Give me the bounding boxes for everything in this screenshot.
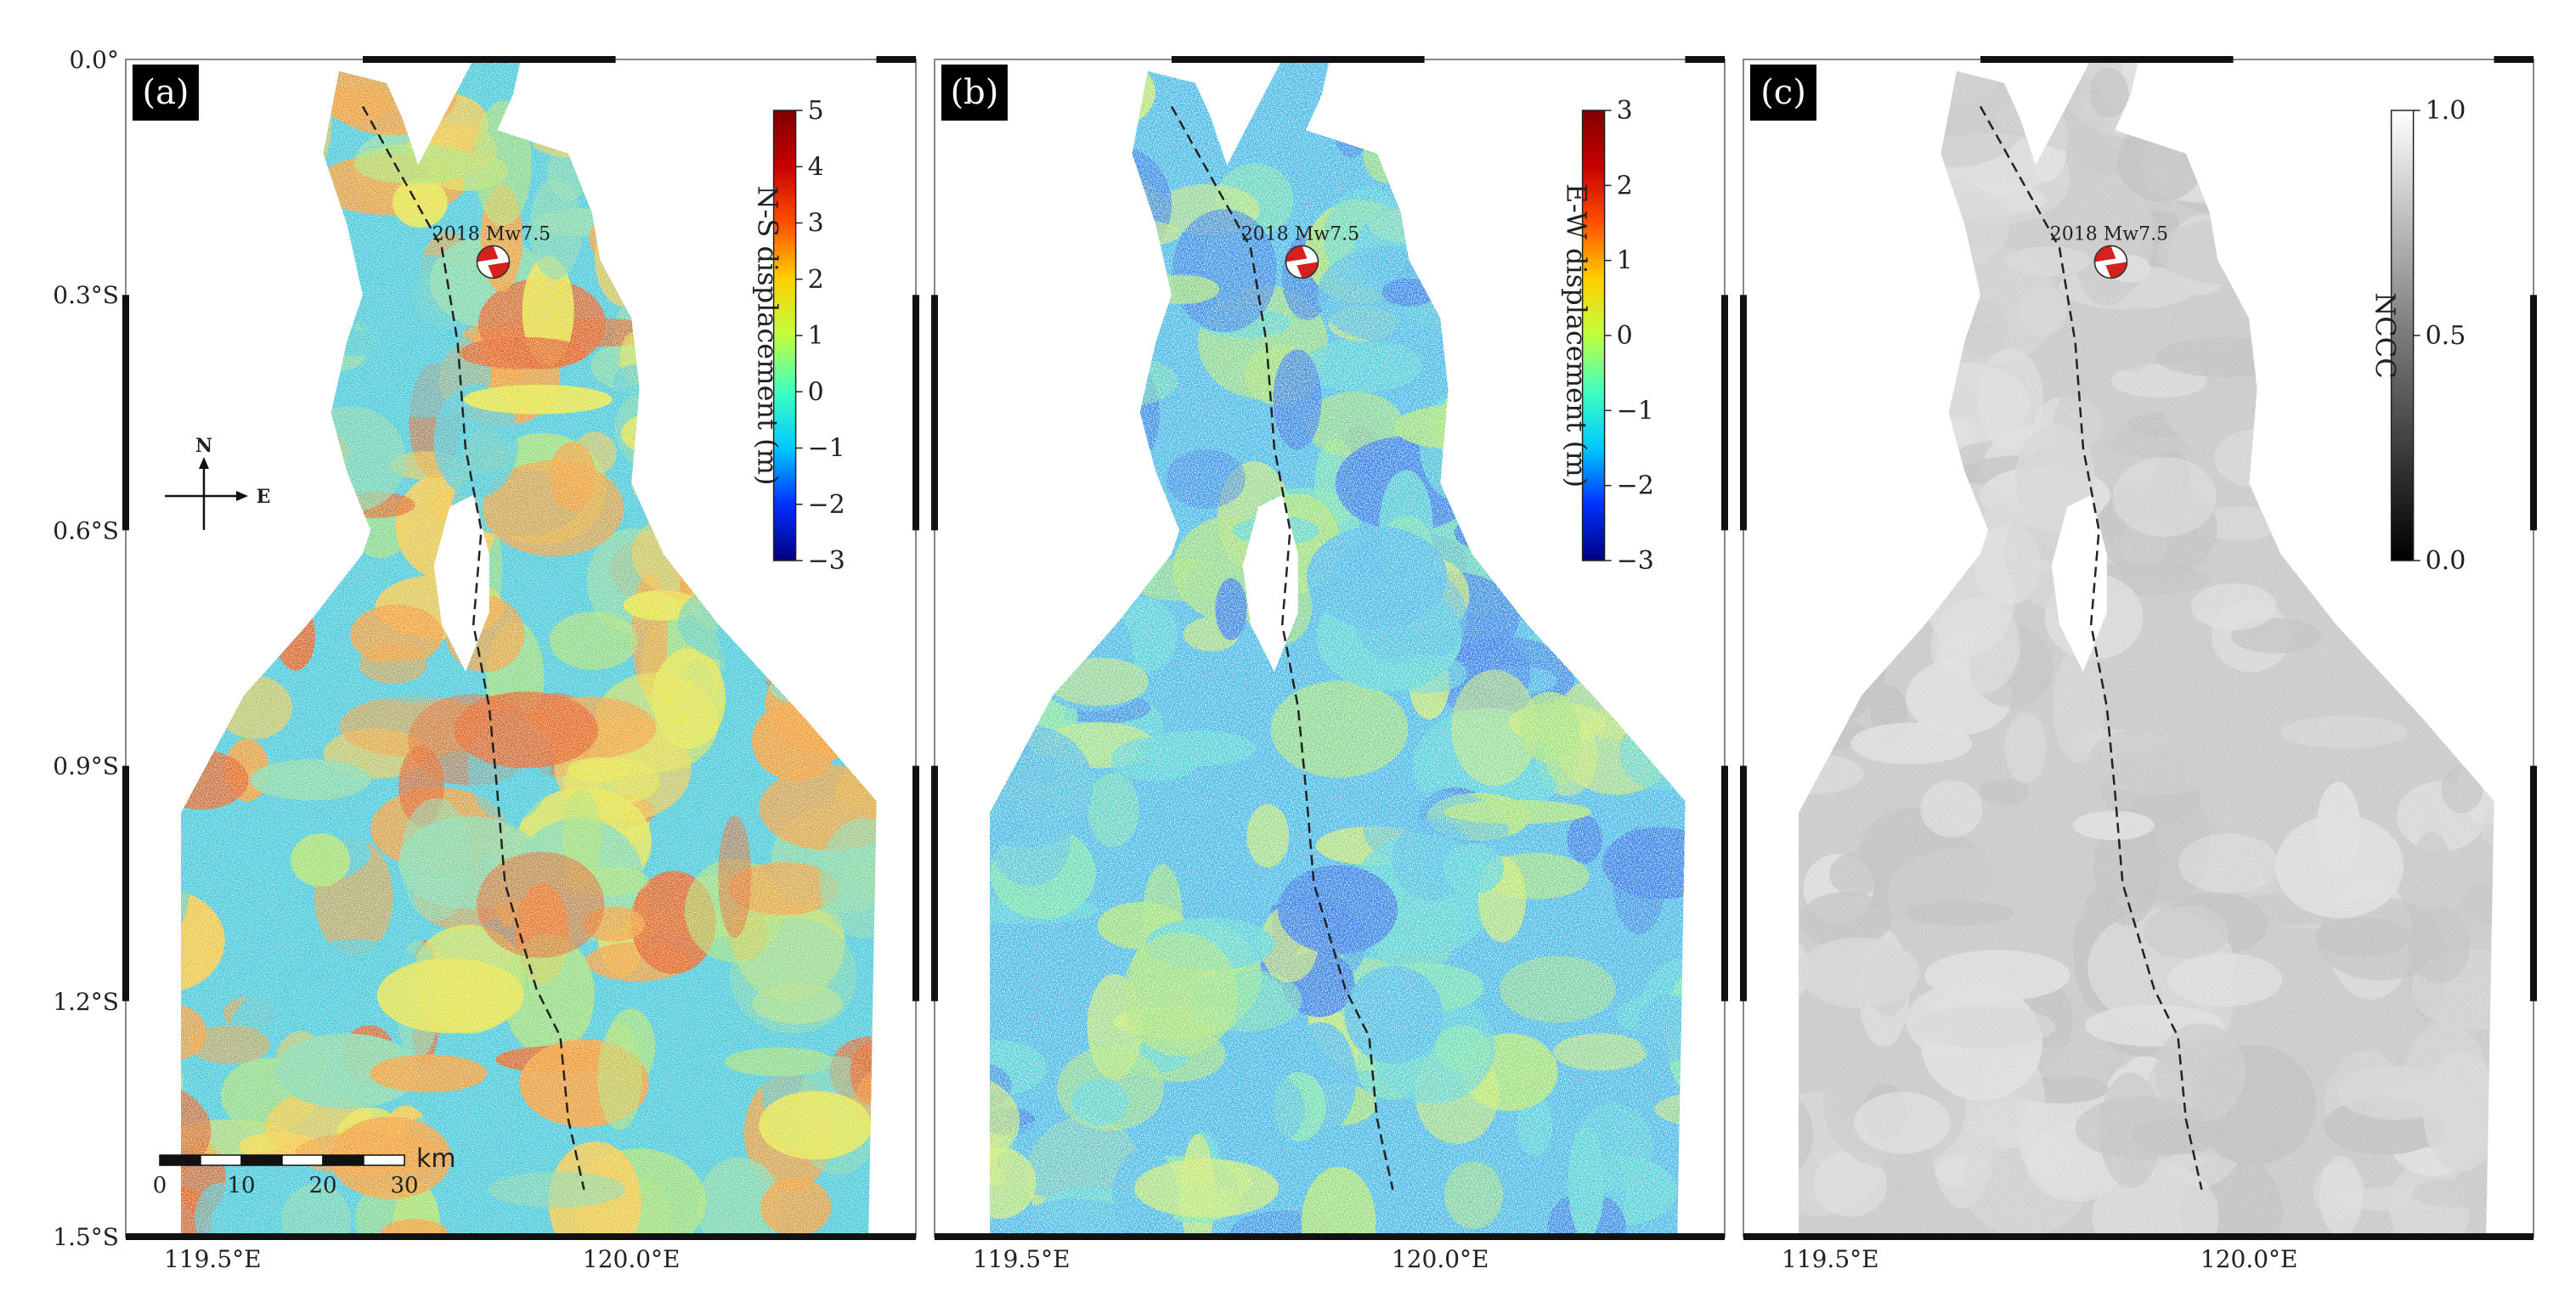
scale-bar-unit: km [416,1144,456,1174]
panel-a-x-tick-label: 120.0°E [583,1245,681,1273]
panel-a-colorbar-tick: 4 [808,152,824,182]
panel-b-colorbar-tick: 1 [1617,246,1633,276]
panel-c-tag: (c) [1750,65,1816,121]
north-label: N [195,435,212,457]
panel-b-colorbar-tick: −2 [1617,471,1654,501]
panel-b-x-tick-label: 120.0°E [1392,1245,1489,1273]
scale-bar-label: 10 [227,1173,255,1198]
scale-bar-label: 30 [390,1173,418,1198]
panel-a-event-label: 2018 Mw7.5 [432,223,551,245]
panel-a-tag: (a) [133,65,199,121]
panel-b-colorbar-tick: 3 [1617,96,1633,126]
panel-b-beachball-icon [1285,245,1319,279]
panel-a-coverage [181,59,877,1237]
panel-b-coverage [990,59,1686,1237]
panel-b-colorbar-tick: 2 [1617,171,1633,200]
panel-c-x-tick-label: 119.5°E [1782,1245,1879,1273]
panel-c-fault-trace [1979,105,2203,1190]
panel-a-colorbar-tick: 0 [808,377,824,407]
y-tick-label: 1.2°S [53,988,119,1016]
panel-c-bay [2051,494,2107,672]
panel-b-event-label: 2018 Mw7.5 [1241,223,1359,245]
panel-c-colorbar: 1.0 0.5 0.0 NCCC [2370,96,2466,576]
y-tick-label: 0.0° [69,46,119,74]
east-label: E [257,486,271,508]
panel-c-colorbar-tick: 0.5 [2426,321,2466,351]
panel-b-x-tick-label: 119.5°E [973,1245,1071,1273]
scale-bar-label: 0 [153,1173,167,1198]
y-tick-label: 0.6°S [53,516,119,544]
north-arrow-icon: NE [165,435,270,530]
panel-b-bay [1242,494,1298,672]
panel-a-bay [433,494,489,672]
panel-b-tag: (b) [941,65,1008,121]
panel-b-colorbar-tick: −1 [1617,396,1654,426]
scale-bar-label: 20 [308,1173,336,1198]
y-tick-label: 1.5°S [53,1223,119,1251]
panel-c-colorbar-tick: 0.0 [2426,546,2466,576]
panel-b-tag-label: (b) [951,73,999,112]
panel-a-colorbar-tick: 1 [808,321,824,351]
panel-c-colorbar-tick: 1.0 [2426,96,2466,126]
panel-a-colorbar-tick: −1 [808,434,845,464]
panel-c-colorbar-title: NCCC [2370,292,2402,378]
panel-a-fault-trace [361,105,585,1190]
panel-c-nccc: (c) 2018 Mw7.5 1.0 0.5 0.0 NCCC 119.5°E 120.0°E [1740,56,2537,1273]
panel-b-colorbar-tick: −3 [1617,546,1654,576]
panel-a-beachball-icon [476,245,511,279]
panel-a-colorbar-title: N-S displacement (m) [752,186,784,486]
y-tick-label: 0.9°S [53,753,119,781]
panel-b-colorbar-tick: 0 [1617,321,1633,351]
panel-b-ew-displacement: (b) 2018 Mw7.5 3 2 1 0 −1 −2 −3 E-W displacement … [931,56,1728,1273]
panel-c-beachball-icon [2093,245,2128,279]
panel-b-fault-trace [1170,105,1394,1190]
panel-c-tag-label: (c) [1760,73,1806,112]
panel-a-colorbar-tick: 5 [808,96,824,126]
panel-a-colorbar-tick: 3 [808,209,824,239]
panel-c-coverage [1799,59,2494,1237]
panel-b-colorbar-title: E-W displacement (m) [1561,183,1593,488]
panel-c-x-tick-label: 120.0°E [2200,1245,2298,1273]
panel-a-tag-label: (a) [142,73,189,112]
panel-b-colorbar: 3 2 1 0 −1 −2 −3 E-W displacement (m) [1561,96,1654,576]
panel-c-event-label: 2018 Mw7.5 [2050,223,2168,245]
panel-a-colorbar-tick: 2 [808,265,824,295]
panel-a-x-tick-label: 119.5°E [164,1245,262,1273]
panel-a-colorbar: 5 4 3 2 1 0 −1 −2 −3 N-S displacement (m) [752,96,845,576]
panel-a-colorbar-tick: −2 [808,490,845,520]
y-tick-label: 0.3°S [53,281,119,309]
panel-a-colorbar-tick: −3 [808,546,845,576]
